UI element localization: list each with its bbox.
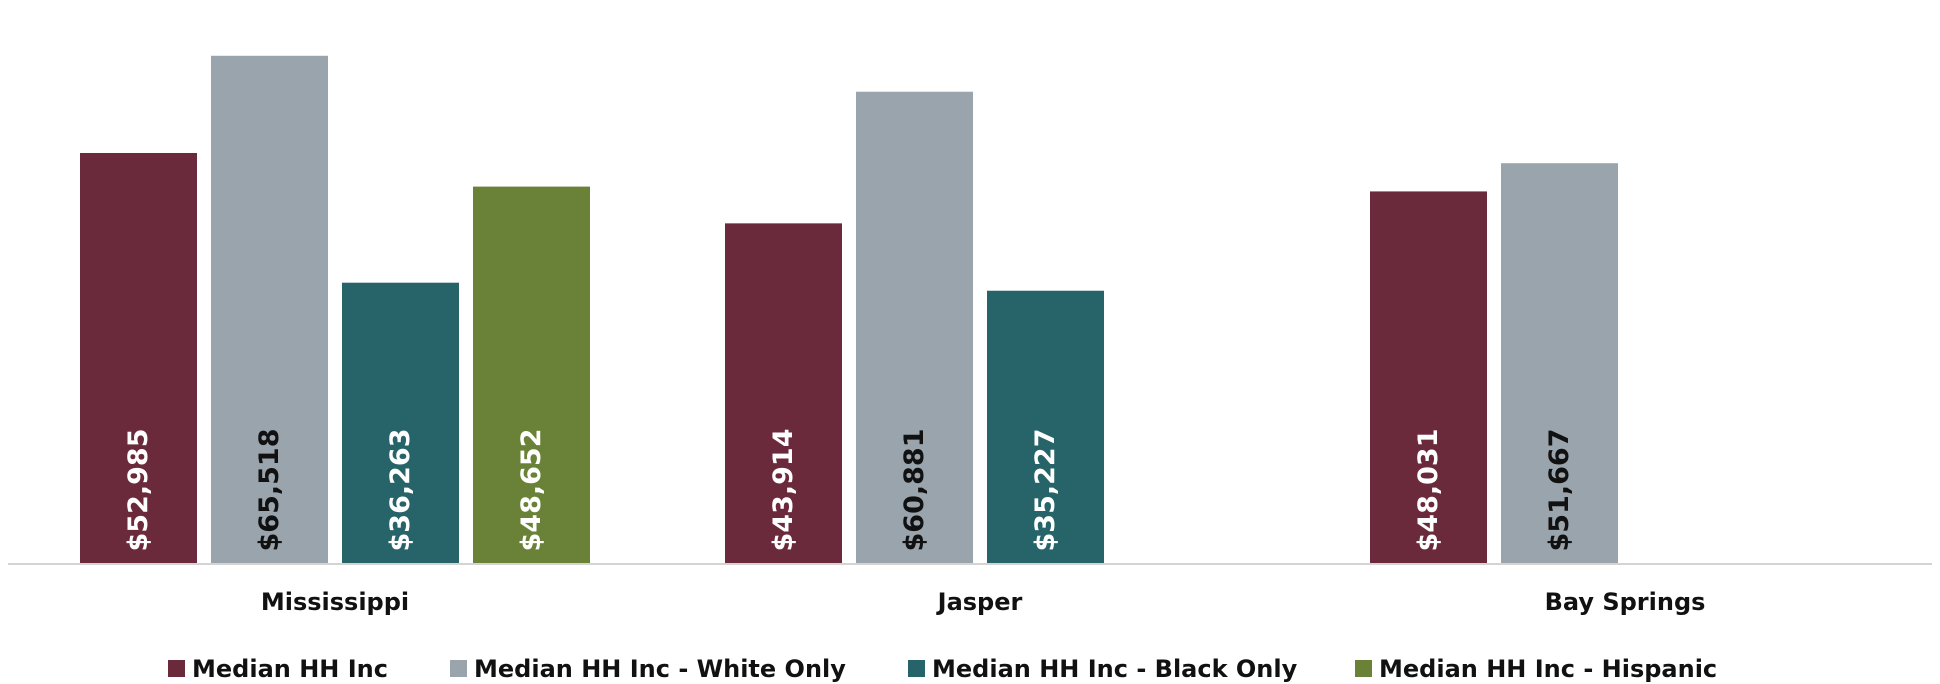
bar-value-label: $36,263 — [385, 429, 416, 552]
bar — [80, 152, 197, 564]
bar-value-label: $35,227 — [1030, 429, 1061, 552]
bar-value-label: $52,985 — [123, 429, 154, 552]
bar-value-label: $48,031 — [1413, 429, 1444, 552]
bar-value-label: $43,914 — [768, 429, 799, 552]
legend-label: Median HH Inc - Black Only — [932, 655, 1298, 683]
legend-swatch — [908, 660, 925, 677]
legend-swatch — [450, 660, 467, 677]
legend-label: Median HH Inc - Hispanic — [1379, 655, 1717, 683]
category-label: Jasper — [936, 588, 1023, 616]
legend-label: Median HH Inc - White Only — [474, 655, 846, 683]
bar — [725, 223, 842, 564]
legend: Median HH Inc Median HH Inc - White Only M… — [168, 655, 1717, 683]
legend-swatch — [1355, 660, 1372, 677]
bar — [473, 186, 590, 564]
category-labels: Mississippi Jasper Bay Springs — [261, 588, 1706, 616]
bar — [1370, 191, 1487, 564]
bar-value-label: $48,652 — [516, 429, 547, 552]
bar-value-label: $60,881 — [899, 429, 930, 552]
bars-layer: $52,985 $65,518 $36,263 $48,652 $43,914 $60,8… — [80, 55, 1618, 564]
legend-label: Median HH Inc — [192, 655, 388, 683]
legend-swatch — [168, 660, 185, 677]
bar — [856, 91, 973, 564]
bar — [342, 282, 459, 564]
bar — [211, 55, 328, 564]
bar — [1501, 163, 1618, 564]
category-label: Bay Springs — [1545, 588, 1706, 616]
category-label: Mississippi — [261, 588, 409, 616]
bar — [987, 290, 1104, 564]
bar-value-label: $51,667 — [1544, 429, 1575, 552]
bar-value-label: $65,518 — [254, 429, 285, 552]
